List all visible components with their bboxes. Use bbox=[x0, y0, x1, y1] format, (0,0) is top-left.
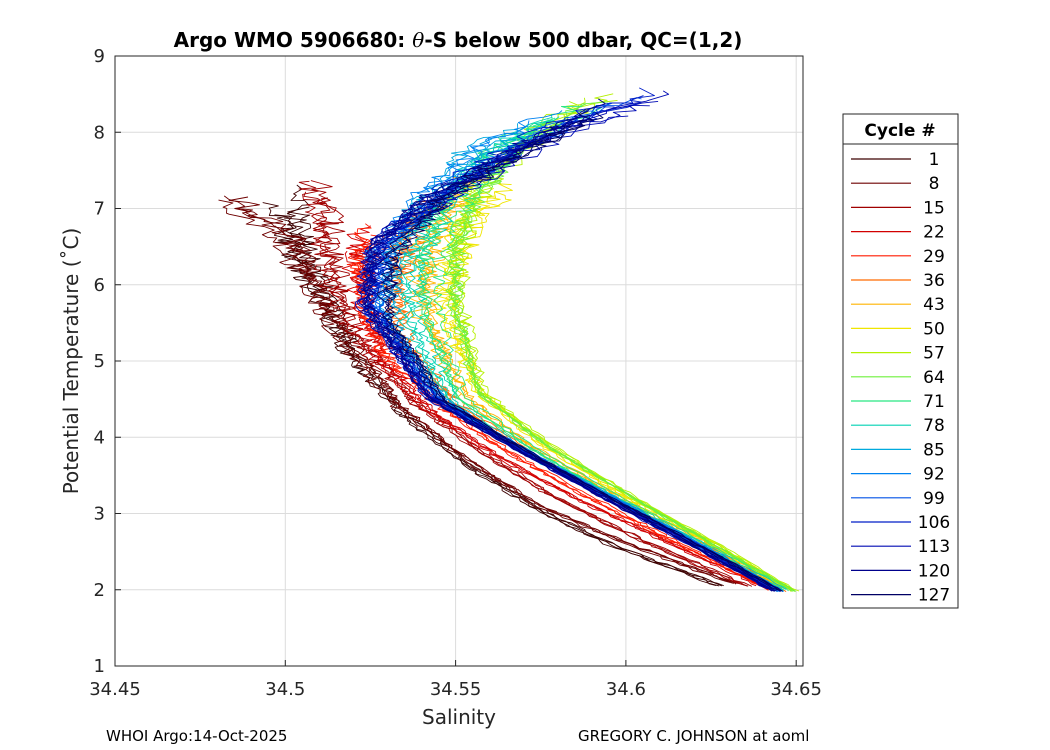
x-tick-label: 34.55 bbox=[430, 679, 482, 700]
title-prefix: Argo WMO 5906680: bbox=[174, 28, 413, 52]
y-tick-label: 4 bbox=[94, 427, 105, 448]
x-tick-label: 34.6 bbox=[606, 679, 646, 700]
y-tick-label: 8 bbox=[94, 122, 105, 143]
y-tick-label: 9 bbox=[94, 46, 105, 67]
series-line-cycle-22 bbox=[346, 225, 772, 590]
legend-label-22: 22 bbox=[923, 223, 945, 243]
x-tick-label: 34.45 bbox=[89, 679, 141, 700]
y-tick-label: 5 bbox=[94, 351, 105, 372]
y-tick-label: 6 bbox=[94, 275, 105, 296]
legend-label-78: 78 bbox=[923, 416, 945, 436]
series-line-cycle-64 bbox=[448, 119, 797, 592]
legend-label-120: 120 bbox=[918, 561, 950, 581]
series-line-cycle-71 bbox=[432, 107, 789, 592]
series-line-cycle-8 bbox=[218, 199, 735, 584]
legend-label-1: 1 bbox=[929, 150, 940, 170]
footer-right: GREGORY C. JOHNSON at aoml bbox=[578, 727, 809, 745]
y-axis-ticks: 1 2 3 4 5 6 7 8 9 bbox=[94, 46, 121, 677]
series-line-cycle-127 bbox=[376, 126, 781, 592]
legend-label-99: 99 bbox=[923, 489, 945, 509]
legend-label-36: 36 bbox=[923, 271, 945, 291]
series-line-cycle-15 bbox=[311, 197, 748, 587]
legend-label-15: 15 bbox=[923, 198, 945, 218]
series-line-cycle-29 bbox=[349, 244, 769, 590]
title-suffix: -S below 500 dbar, QC=(1,2) bbox=[424, 28, 742, 52]
series-line-cycle-15 bbox=[310, 180, 753, 587]
series-line-cycle-29 bbox=[346, 231, 769, 591]
series-lines bbox=[218, 87, 800, 593]
legend-label-71: 71 bbox=[923, 392, 945, 412]
legend-label-106: 106 bbox=[918, 513, 950, 533]
legend-label-50: 50 bbox=[923, 319, 945, 339]
title-theta: θ bbox=[412, 28, 424, 52]
legend-label-127: 127 bbox=[918, 586, 950, 606]
footer-left: WHOI Argo:14-Oct-2025 bbox=[106, 727, 287, 745]
legend-label-43: 43 bbox=[923, 295, 945, 315]
legend-label-85: 85 bbox=[923, 440, 945, 460]
x-tick-label: 34.65 bbox=[770, 679, 822, 700]
y-tick-label: 7 bbox=[94, 199, 105, 220]
legend-label-8: 8 bbox=[929, 174, 940, 194]
x-axis-ticks: 34.45 34.5 34.55 34.6 34.65 bbox=[89, 660, 822, 700]
x-axis-label: Salinity bbox=[422, 705, 496, 729]
legend-label-92: 92 bbox=[923, 465, 945, 485]
series-line-cycle-8 bbox=[241, 209, 738, 584]
legend-title: Cycle # bbox=[864, 121, 935, 141]
series-line-cycle-127 bbox=[385, 119, 782, 592]
legend-label-29: 29 bbox=[923, 247, 945, 267]
legend-label-113: 113 bbox=[918, 537, 950, 557]
chart-title: Argo WMO 5906680: θ-S below 500 dbar, QC… bbox=[174, 28, 743, 52]
legend: Cycle # 1 8 15 22 29 36 43 50 57 64 71 78 85 92 99 106 1… bbox=[842, 113, 959, 609]
series-line-cycle-113 bbox=[363, 100, 772, 590]
y-tick-label: 2 bbox=[94, 580, 105, 601]
series-line-cycle-113 bbox=[364, 115, 773, 589]
series-line-cycle-50 bbox=[436, 187, 790, 590]
series-line-cycle-78 bbox=[412, 135, 787, 590]
y-tick-label: 1 bbox=[94, 656, 105, 677]
svg-text:Argo WMO 5906680: θ-S below 50: Argo WMO 5906680: θ-S below 500 dbar, QC… bbox=[174, 28, 743, 52]
legend-label-64: 64 bbox=[923, 368, 945, 388]
y-axis-label: Potential Temperature (˚C) bbox=[59, 228, 83, 495]
series-line-cycle-15 bbox=[298, 180, 746, 586]
x-tick-label: 34.5 bbox=[265, 679, 305, 700]
series-line-cycle-22 bbox=[341, 250, 757, 587]
legend-box bbox=[842, 113, 959, 609]
series-line-cycle-120 bbox=[360, 114, 776, 592]
y-tick-label: 3 bbox=[94, 504, 105, 525]
series-line-cycle-64 bbox=[450, 122, 795, 592]
legend-label-57: 57 bbox=[923, 344, 945, 364]
